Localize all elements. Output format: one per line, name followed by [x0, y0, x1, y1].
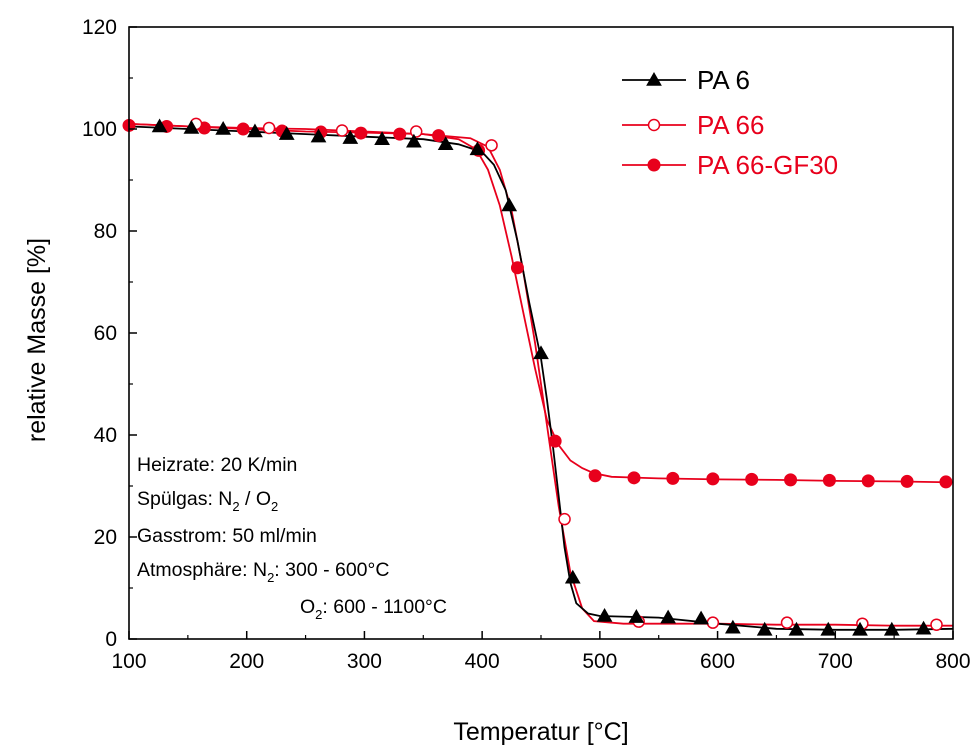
x-tick-label: 500	[582, 650, 617, 673]
y-axis-title: relative Masse [%]	[23, 238, 51, 442]
atmo-range-2: : 600 - 1100°C	[322, 596, 447, 618]
legend-marker-1	[647, 118, 661, 132]
data-point-series-1	[558, 512, 571, 526]
data-point-series-2	[510, 261, 524, 275]
data-point-series-0	[374, 131, 390, 145]
spuelgas-sub-2: 2	[271, 499, 278, 514]
data-point-series-0	[183, 119, 200, 134]
plot-area	[122, 117, 954, 636]
data-point-series-0	[278, 126, 295, 140]
data-point-series-2	[784, 473, 798, 487]
plot-frame	[128, 26, 954, 640]
y-tick-label: 40	[94, 424, 117, 447]
y-tick-label: 80	[94, 220, 117, 243]
data-point-series-0	[852, 621, 868, 636]
data-point-series-0	[788, 621, 805, 636]
annotation-gasstrom: Gasstrom: 50 ml/min	[137, 525, 317, 547]
x-axis-title: Temperatur [°C]	[453, 718, 628, 746]
x-tick-label: 100	[111, 650, 146, 673]
data-point-series-2	[627, 471, 641, 485]
data-point-series-0	[596, 608, 613, 622]
x-tick-label: 800	[935, 650, 970, 673]
data-point-series-0	[501, 197, 518, 212]
legend-label-2: PA 66-GF30	[697, 150, 838, 180]
atmo2-prefix: O	[300, 596, 315, 618]
legend-label-0: PA 6	[697, 65, 750, 95]
data-point-series-0	[693, 610, 709, 625]
legend-label-1: PA 66	[697, 110, 764, 140]
spuelgas-mid: / O	[240, 488, 271, 510]
x-tick-label: 200	[229, 650, 264, 673]
legend-marker-0	[646, 71, 662, 86]
data-point-series-0	[437, 136, 454, 151]
y-tick-label: 60	[94, 322, 117, 345]
data-point-series-0	[915, 620, 932, 635]
x-tick-label: 400	[465, 650, 500, 673]
data-point-series-2	[393, 127, 407, 141]
y-axis: 0 20 40 60 80 100 120	[82, 16, 137, 651]
series-lines	[128, 123, 954, 631]
y-tick-label: 0	[105, 628, 117, 651]
data-point-series-0	[247, 123, 263, 138]
data-point-series-0	[342, 130, 359, 144]
x-axis: 100 200 300 400 500 600 700 800	[111, 631, 971, 673]
data-point-series-1	[335, 124, 349, 137]
data-point-series-0	[820, 621, 837, 636]
atmo-range-1: : 300 - 600°C	[274, 559, 389, 581]
data-point-series-2	[548, 434, 562, 448]
data-point-series-0	[406, 133, 422, 148]
x-tick-label: 300	[347, 650, 382, 673]
data-point-series-0	[756, 621, 773, 636]
data-point-series-2	[354, 126, 368, 140]
data-point-series-2	[900, 474, 914, 488]
spuelgas-prefix: Spülgas: N	[137, 488, 232, 510]
annotation-atmosphaere: Atmosphäre: N2: 300 - 600°C	[137, 559, 389, 585]
data-point-series-1	[706, 616, 720, 629]
x-tick-label: 600	[700, 650, 735, 673]
data-point-series-0	[533, 345, 549, 360]
annotation-spuelgas: Spülgas: N2 / O2	[137, 488, 278, 514]
spuelgas-sub-1: 2	[232, 499, 239, 514]
data-point-series-2	[822, 473, 836, 487]
data-point-series-0	[151, 118, 168, 133]
y-tick-label: 20	[94, 526, 117, 549]
data-point-series-1	[409, 125, 423, 138]
y-tick-label: 120	[82, 16, 117, 39]
data-point-series-2	[745, 472, 759, 486]
data-point-series-0	[215, 120, 232, 135]
data-point-series-1	[780, 616, 794, 629]
atmo-prefix: Atmosphäre: N	[137, 559, 267, 581]
data-point-series-0	[628, 609, 645, 623]
annotation-heizrate: Heizrate: 20 K/min	[137, 454, 297, 476]
data-point-series-2	[236, 122, 250, 136]
data-point-series-2	[432, 129, 446, 143]
data-point-series-0	[660, 609, 676, 624]
conditions-annotation: Heizrate: 20 K/min Spülgas: N2 / O2 Gass…	[137, 454, 447, 622]
x-tick-label: 700	[818, 650, 853, 673]
data-point-series-2	[666, 471, 680, 485]
data-point-series-0	[725, 619, 741, 634]
y-tick-label: 100	[82, 118, 117, 141]
atmo2-sub: 2	[315, 607, 322, 622]
data-point-series-1	[485, 139, 498, 152]
series-line-1	[128, 123, 953, 627]
data-point-series-1	[262, 121, 276, 135]
data-point-series-2	[861, 474, 875, 488]
data-point-series-1	[930, 618, 943, 631]
data-point-series-2	[939, 475, 953, 489]
data-point-series-0	[310, 128, 327, 143]
annotation-atmosphaere-o2: O2: 600 - 1100°C	[300, 596, 447, 622]
legend: PA 6 PA 66 PA 66-GF30	[622, 65, 838, 180]
data-point-series-2	[706, 472, 720, 486]
data-point-series-2	[588, 469, 602, 483]
series-markers	[122, 117, 953, 636]
data-point-series-0	[564, 569, 581, 584]
legend-marker-2	[647, 158, 661, 172]
data-point-series-0	[883, 621, 900, 636]
data-point-series-0	[469, 141, 486, 156]
atmo-sub: 2	[267, 570, 274, 585]
